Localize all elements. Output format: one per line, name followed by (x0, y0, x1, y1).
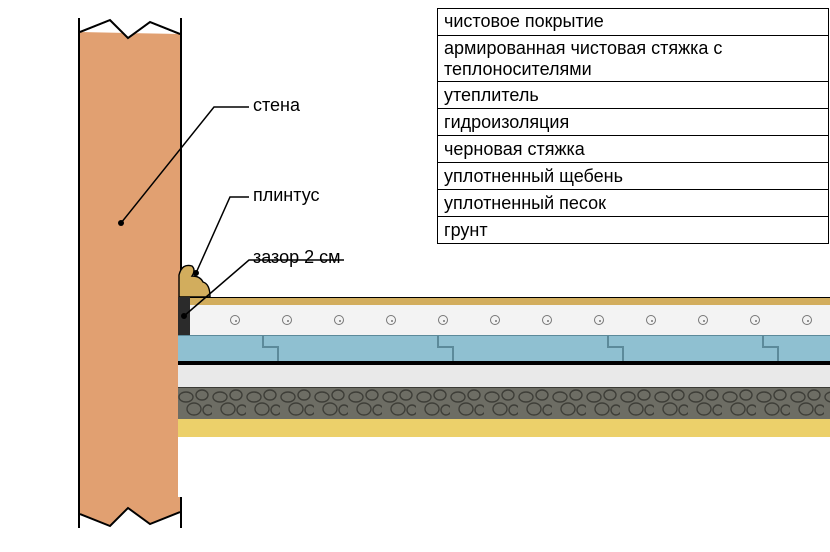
legend-row: армированная чистовая стяжка с теплоноси… (438, 36, 829, 82)
legend-row: чистовое покрытие (438, 9, 829, 36)
legend-table: чистовое покрытие армированная чистовая … (437, 8, 829, 244)
legend-row: черновая стяжка (438, 136, 829, 163)
label-gap: зазор 2 см (253, 247, 341, 268)
diagram-stage: стена плинтус зазор 2 см чистовое покрыт… (0, 0, 830, 552)
legend-row: уплотненный щебень (438, 163, 829, 190)
legend-row: утеплитель (438, 82, 829, 109)
legend-row: грунт (438, 217, 829, 244)
legend-row: уплотненный песок (438, 190, 829, 217)
legend-row: гидроизоляция (438, 109, 829, 136)
